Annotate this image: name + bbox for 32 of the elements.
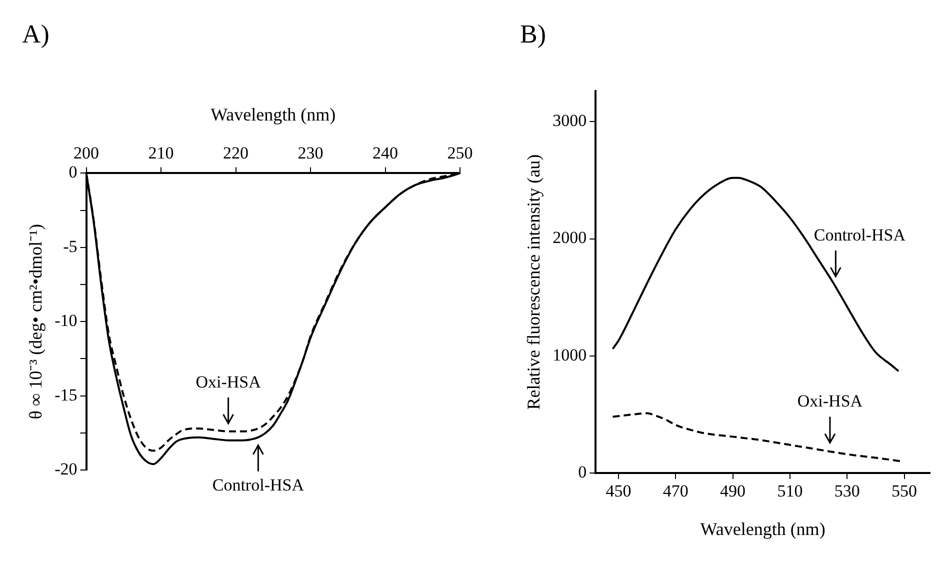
annotation: Control-HSA xyxy=(212,475,305,494)
annotation: Control-HSA xyxy=(814,225,906,244)
x-axis-title: Wavelength (nm) xyxy=(210,104,336,125)
x-tick-label: 200 xyxy=(74,143,100,162)
annotation: Oxi-HSA xyxy=(196,372,262,392)
x-tick-label: 240 xyxy=(372,143,398,162)
y-tick-label: -15 xyxy=(54,385,78,404)
line-series xyxy=(612,412,902,462)
y-tick-label: -20 xyxy=(54,459,78,478)
y-tick-label: 2000 xyxy=(552,228,587,248)
x-axis-title: Wavelength (nm) xyxy=(700,518,826,539)
x-tick-label: 490 xyxy=(720,482,746,501)
x-tick-label: 230 xyxy=(298,143,324,162)
x-tick-label: 250 xyxy=(447,143,473,162)
x-tick-label: 510 xyxy=(777,482,803,501)
x-tick-label: 470 xyxy=(662,482,688,501)
y-tick-label: 0 xyxy=(68,162,78,182)
x-tick-label: 450 xyxy=(606,482,632,501)
y-tick-label: 3000 xyxy=(552,111,587,130)
y-tick-label: 0 xyxy=(578,462,587,482)
chart-title: B) xyxy=(520,19,546,48)
x-tick-label: 530 xyxy=(834,482,860,501)
y-tick-label: -5 xyxy=(63,236,78,256)
y-axis-title: θ ∞ 10⁻³ (deg• cm²•dmol⁻¹) xyxy=(26,224,46,420)
y-tick-label: 1000 xyxy=(552,345,587,364)
x-tick-label: 550 xyxy=(892,482,918,501)
chart-title: A) xyxy=(22,19,50,48)
annotation: Oxi-HSA xyxy=(797,392,864,411)
y-tick-label: -10 xyxy=(54,311,78,330)
x-tick-label: 210 xyxy=(148,143,174,162)
x-tick-label: 220 xyxy=(223,143,249,162)
y-axis-title: Relative fluorescence intensity (au) xyxy=(524,154,544,410)
